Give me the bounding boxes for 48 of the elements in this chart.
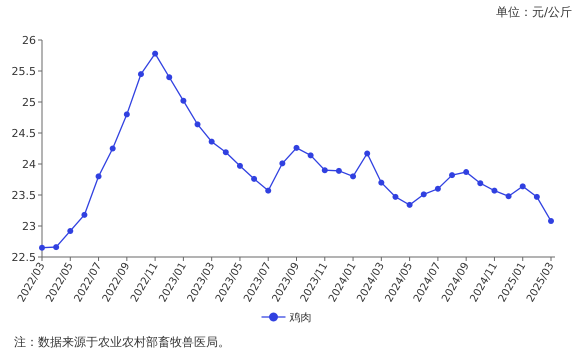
point: [392, 194, 398, 200]
legend-label: 鸡肉: [288, 311, 312, 324]
point: [138, 71, 144, 78]
point: [294, 144, 300, 151]
point: [434, 186, 441, 192]
point: [180, 98, 186, 104]
point: [520, 183, 526, 190]
point: [449, 172, 456, 178]
point: [53, 244, 60, 250]
point: [236, 162, 243, 169]
point: [406, 202, 413, 208]
point: [124, 111, 130, 118]
point: [378, 180, 384, 186]
point: [194, 121, 201, 128]
point: [222, 149, 229, 156]
y-tick-label: 22.5: [12, 251, 36, 264]
point: [110, 146, 116, 152]
point: [67, 228, 74, 234]
point: [251, 176, 258, 182]
point: [265, 188, 272, 194]
point: [96, 173, 102, 180]
point: [279, 160, 286, 166]
point: [506, 193, 512, 200]
point: [534, 194, 540, 200]
point: [166, 74, 172, 80]
point: [350, 173, 356, 180]
point: [548, 218, 554, 224]
point: [39, 244, 45, 251]
y-tick-label: 24: [22, 158, 36, 171]
point: [477, 180, 484, 186]
point: [491, 188, 498, 194]
y-tick-label: 25: [22, 96, 36, 109]
y-tick-label: 23: [22, 220, 36, 233]
y-tick-label: 25.5: [12, 65, 36, 78]
text: 注：数据来源于农业农村部畜牧兽医局。: [14, 335, 230, 349]
point: [152, 50, 158, 57]
point: [208, 138, 215, 145]
text: 单位：元/公斤: [496, 5, 572, 19]
point: [364, 150, 370, 156]
point: [336, 168, 342, 174]
point: [308, 152, 314, 158]
y-tick-label: 24.5: [12, 127, 36, 140]
point: [81, 212, 88, 218]
y-tick-label: 23.5: [12, 189, 36, 202]
y-tick-label: 26: [22, 34, 36, 47]
point: [420, 191, 427, 198]
point: [463, 169, 470, 176]
point: [322, 167, 328, 174]
